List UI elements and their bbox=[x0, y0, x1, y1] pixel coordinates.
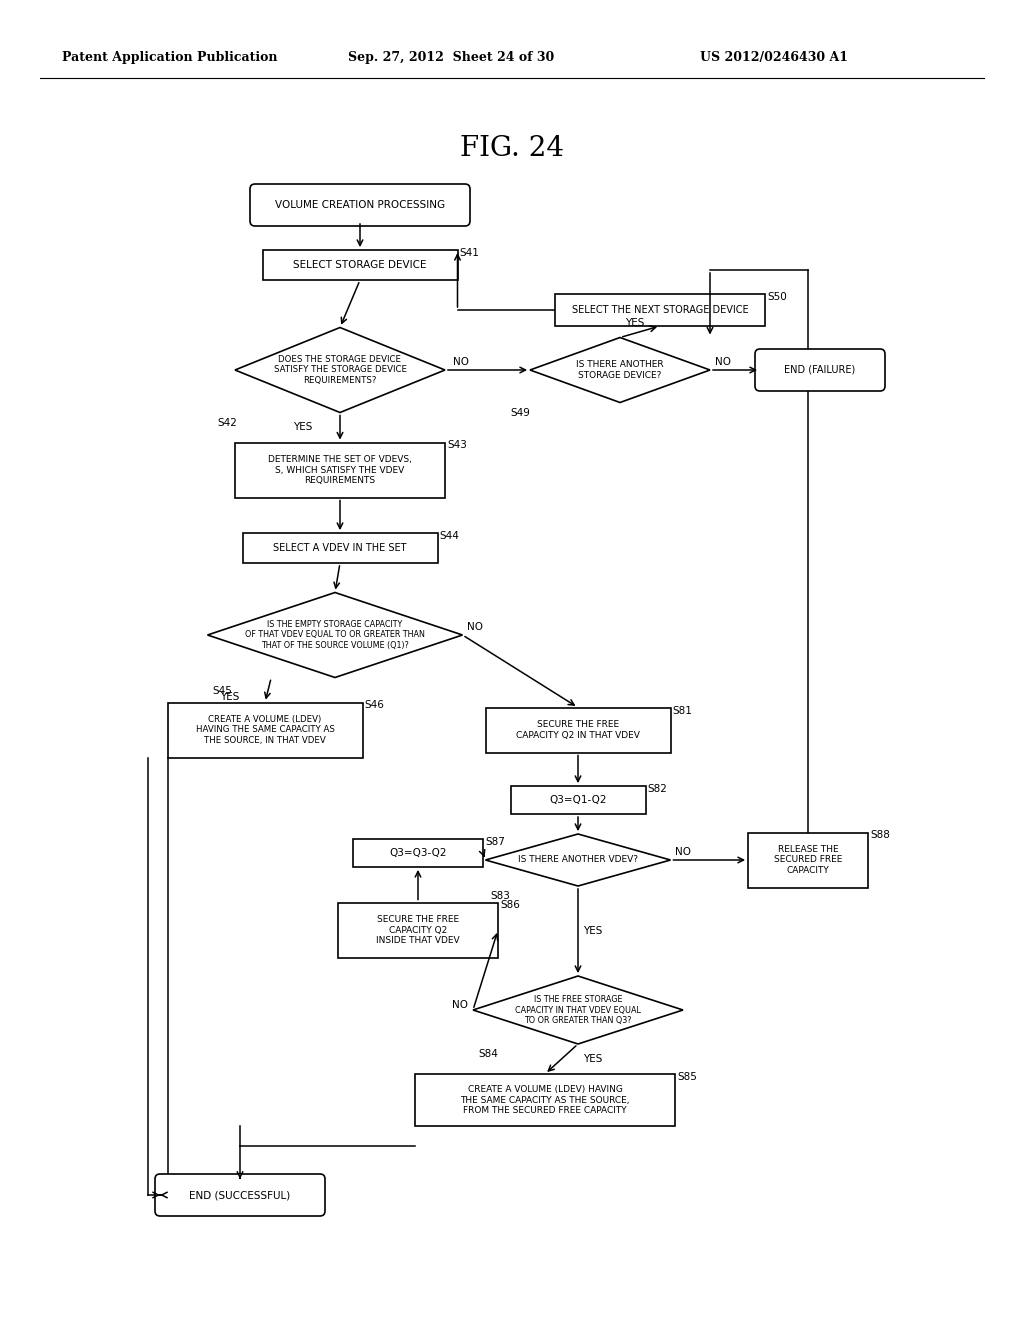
Text: DOES THE STORAGE DEVICE
SATISFY THE STORAGE DEVICE
REQUIREMENTS?: DOES THE STORAGE DEVICE SATISFY THE STOR… bbox=[273, 355, 407, 385]
Polygon shape bbox=[234, 327, 445, 412]
FancyBboxPatch shape bbox=[250, 183, 470, 226]
Text: YES: YES bbox=[625, 318, 644, 327]
Text: IS THE FREE STORAGE
CAPACITY IN THAT VDEV EQUAL
TO OR GREATER THAN Q3?: IS THE FREE STORAGE CAPACITY IN THAT VDE… bbox=[515, 995, 641, 1024]
Text: S44: S44 bbox=[439, 531, 460, 541]
FancyBboxPatch shape bbox=[755, 348, 885, 391]
Text: Q3=Q1-Q2: Q3=Q1-Q2 bbox=[549, 795, 607, 805]
Bar bbox=[511, 785, 645, 814]
Text: YES: YES bbox=[293, 422, 312, 433]
Text: S82: S82 bbox=[647, 784, 668, 795]
Text: CREATE A VOLUME (LDEV) HAVING
THE SAME CAPACITY AS THE SOURCE,
FROM THE SECURED : CREATE A VOLUME (LDEV) HAVING THE SAME C… bbox=[460, 1085, 630, 1115]
Bar bbox=[555, 294, 765, 326]
Text: S81: S81 bbox=[673, 705, 692, 715]
Text: S84: S84 bbox=[478, 1049, 498, 1059]
Text: S41: S41 bbox=[460, 248, 479, 257]
Text: S46: S46 bbox=[365, 701, 384, 710]
Text: RELEASE THE
SECURED FREE
CAPACITY: RELEASE THE SECURED FREE CAPACITY bbox=[774, 845, 842, 875]
Text: NO: NO bbox=[468, 622, 483, 632]
Polygon shape bbox=[473, 975, 683, 1044]
Text: SECURE THE FREE
CAPACITY Q2 IN THAT VDEV: SECURE THE FREE CAPACITY Q2 IN THAT VDEV bbox=[516, 721, 640, 739]
Polygon shape bbox=[485, 834, 671, 886]
Text: CREATE A VOLUME (LDEV)
HAVING THE SAME CAPACITY AS
THE SOURCE, IN THAT VDEV: CREATE A VOLUME (LDEV) HAVING THE SAME C… bbox=[196, 715, 335, 744]
FancyBboxPatch shape bbox=[155, 1173, 325, 1216]
Polygon shape bbox=[208, 593, 463, 677]
Text: IS THE EMPTY STORAGE CAPACITY
OF THAT VDEV EQUAL TO OR GREATER THAN
THAT OF THE : IS THE EMPTY STORAGE CAPACITY OF THAT VD… bbox=[245, 620, 425, 649]
Bar bbox=[243, 533, 437, 564]
Text: S86: S86 bbox=[500, 900, 520, 911]
Text: S45: S45 bbox=[213, 685, 232, 696]
Text: SELECT THE NEXT STORAGE DEVICE: SELECT THE NEXT STORAGE DEVICE bbox=[571, 305, 749, 315]
Text: NO: NO bbox=[452, 1001, 468, 1010]
Text: S50: S50 bbox=[767, 292, 786, 302]
Text: Sep. 27, 2012  Sheet 24 of 30: Sep. 27, 2012 Sheet 24 of 30 bbox=[348, 51, 554, 65]
Text: DETERMINE THE SET OF VDEVS,
S, WHICH SATISFY THE VDEV
REQUIREMENTS: DETERMINE THE SET OF VDEVS, S, WHICH SAT… bbox=[268, 455, 412, 484]
Bar bbox=[748, 833, 868, 887]
Bar bbox=[168, 702, 362, 758]
Text: US 2012/0246430 A1: US 2012/0246430 A1 bbox=[700, 51, 848, 65]
Text: IS THERE ANOTHER
STORAGE DEVICE?: IS THERE ANOTHER STORAGE DEVICE? bbox=[577, 360, 664, 380]
Text: S88: S88 bbox=[870, 830, 890, 841]
Text: END (SUCCESSFUL): END (SUCCESSFUL) bbox=[189, 1191, 291, 1200]
Text: S43: S43 bbox=[447, 441, 467, 450]
Text: S87: S87 bbox=[485, 837, 505, 847]
Text: IS THERE ANOTHER VDEV?: IS THERE ANOTHER VDEV? bbox=[518, 855, 638, 865]
Text: END (FAILURE): END (FAILURE) bbox=[784, 366, 856, 375]
Text: Patent Application Publication: Patent Application Publication bbox=[62, 51, 278, 65]
Bar bbox=[234, 442, 445, 498]
Text: YES: YES bbox=[583, 1053, 602, 1064]
Bar bbox=[353, 840, 483, 867]
Bar bbox=[338, 903, 498, 957]
Text: SECURE THE FREE
CAPACITY Q2
INSIDE THAT VDEV: SECURE THE FREE CAPACITY Q2 INSIDE THAT … bbox=[376, 915, 460, 945]
Text: SELECT A VDEV IN THE SET: SELECT A VDEV IN THE SET bbox=[273, 543, 407, 553]
Text: S49: S49 bbox=[510, 408, 529, 417]
Text: S85: S85 bbox=[677, 1072, 697, 1082]
Bar bbox=[485, 708, 671, 752]
Text: Q3=Q3-Q2: Q3=Q3-Q2 bbox=[389, 847, 446, 858]
Text: YES: YES bbox=[583, 927, 602, 936]
Polygon shape bbox=[530, 338, 710, 403]
Text: NO: NO bbox=[676, 847, 691, 857]
Text: S42: S42 bbox=[217, 417, 237, 428]
Text: S83: S83 bbox=[490, 891, 510, 902]
Text: FIG. 24: FIG. 24 bbox=[460, 135, 564, 161]
Text: NO: NO bbox=[715, 356, 731, 367]
Bar bbox=[262, 249, 458, 280]
Text: SELECT STORAGE DEVICE: SELECT STORAGE DEVICE bbox=[293, 260, 427, 271]
Text: NO: NO bbox=[453, 356, 469, 367]
Text: VOLUME CREATION PROCESSING: VOLUME CREATION PROCESSING bbox=[274, 201, 445, 210]
Text: YES: YES bbox=[220, 693, 240, 702]
Bar bbox=[415, 1074, 675, 1126]
